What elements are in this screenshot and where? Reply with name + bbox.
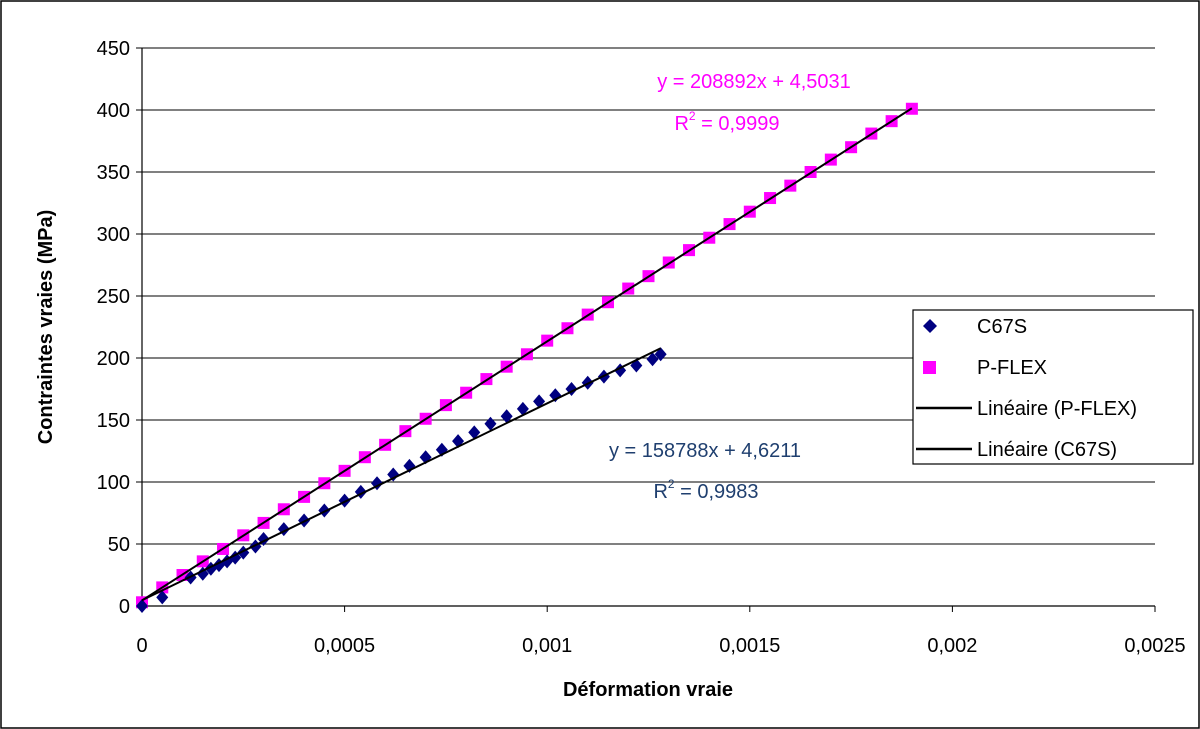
- gridlines: [142, 47, 1155, 545]
- c67s-r2-label: R2 = 0,9983: [653, 477, 758, 503]
- x-tick-label: 0: [136, 635, 147, 657]
- y-tick-labels: 0 50 100 150 200 250 300 350 400 450: [97, 38, 142, 618]
- x-tick-label: 0,0025: [1124, 635, 1185, 657]
- x-axis-title: Déformation vraie: [563, 679, 733, 701]
- legend-marker-p-flex: [923, 361, 936, 374]
- legend: C67S P-FLEX Linéaire (P-FLEX) Linéaire (…: [912, 309, 1194, 465]
- c67s-point: [516, 401, 529, 416]
- pflex-equation-label: y = 208892x + 4,5031: [657, 71, 851, 93]
- c67s-point: [136, 599, 148, 613]
- x-tick-label: 0,001: [522, 635, 572, 657]
- legend-box: [912, 309, 1194, 465]
- x-tick-label: 0,0005: [314, 635, 375, 657]
- c67s-point: [156, 590, 169, 605]
- y-tick-label: 250: [97, 286, 130, 308]
- y-tick-label: 150: [97, 410, 130, 432]
- pflex-r2-label: R2 = 0,9999: [674, 109, 779, 135]
- series-c67s: [136, 347, 667, 613]
- x-tick-label: 0,002: [927, 635, 977, 657]
- y-tick-label: 350: [97, 162, 130, 184]
- y-tick-label: 100: [97, 472, 130, 494]
- y-tick-label: 450: [97, 38, 130, 60]
- legend-label-lineaire-p-flex: Linéaire (P-FLEX): [977, 398, 1137, 420]
- y-tick-label: 50: [108, 534, 130, 556]
- c67s-point: [318, 503, 331, 518]
- trendline-c67s: [141, 347, 662, 602]
- c67s-equation-label: y = 158788x + 4,6211: [609, 440, 801, 462]
- y-tick-label: 200: [97, 348, 130, 370]
- y-tick-label: 300: [97, 224, 130, 246]
- c67s-point: [468, 425, 481, 440]
- c67s-point: [646, 352, 659, 367]
- x-tick-label: 0,0015: [719, 635, 780, 657]
- c67s-point: [500, 409, 513, 424]
- legend-label-lineaire-c67s: Linéaire (C67S): [977, 439, 1117, 461]
- x-tick-labels: 0 0,0005 0,001 0,0015 0,002 0,0025: [136, 606, 1186, 657]
- y-tick-label: 0: [119, 596, 130, 618]
- legend-label-c67s: C67S: [977, 316, 1027, 338]
- y-axis-title: Contraintes vraies (MPa): [35, 210, 57, 445]
- y-tick-label: 400: [97, 100, 130, 122]
- trendline-p-flex: [141, 107, 913, 602]
- trendlines: [141, 107, 913, 602]
- c67s-point: [387, 467, 400, 482]
- legend-marker-c67s: [923, 319, 937, 333]
- c67s-point: [484, 416, 497, 431]
- legend-label-p-flex: P-FLEX: [977, 357, 1047, 379]
